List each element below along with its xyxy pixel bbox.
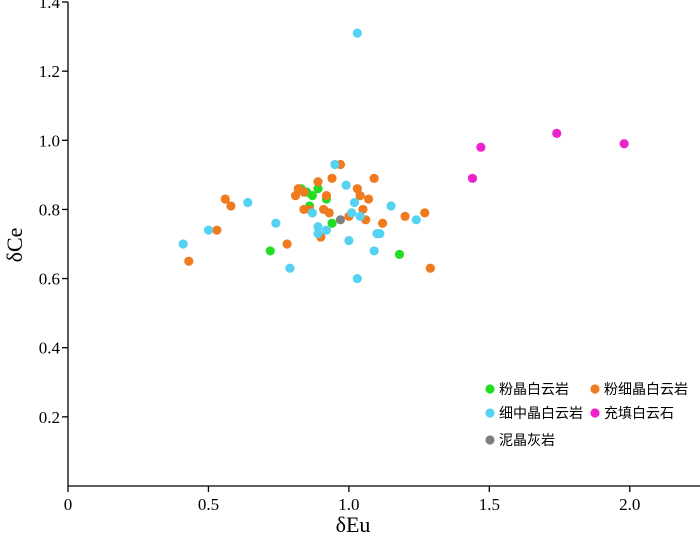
data-point [324, 208, 334, 218]
data-point [467, 173, 478, 183]
legend-marker [590, 408, 600, 418]
data-point [203, 225, 214, 235]
data-point [352, 273, 362, 284]
data-point [355, 191, 365, 201]
data-point [355, 211, 365, 221]
legend-label: 泥晶灰岩 [499, 433, 555, 449]
data-point [307, 208, 317, 218]
data-point [420, 208, 430, 218]
data-point [619, 139, 629, 149]
data-point [321, 225, 332, 235]
data-point [394, 249, 405, 259]
data-point [386, 201, 396, 211]
data-point [358, 204, 368, 215]
data-point [327, 218, 337, 228]
data-point [363, 194, 374, 204]
data-point [369, 246, 379, 256]
data-point [290, 191, 301, 201]
x-tick-label: 0.5 [198, 495, 219, 514]
y-tick-label: 0.6 [39, 270, 60, 289]
data-point [349, 197, 360, 208]
data-point [313, 184, 323, 194]
data-point [425, 263, 435, 273]
data-point [341, 180, 351, 190]
data-point [377, 218, 388, 228]
data-point [352, 184, 362, 194]
legend-marker [590, 384, 600, 394]
data-point [313, 177, 323, 187]
data-point [220, 194, 230, 204]
data-point [327, 173, 337, 183]
x-axis-label: δEu [336, 512, 371, 537]
data-point [313, 222, 323, 232]
data-point [375, 229, 385, 239]
data-point [212, 225, 222, 235]
data-point [226, 201, 236, 211]
data-point [347, 208, 357, 218]
data-point [313, 229, 323, 239]
x-tick-label: 1.0 [338, 495, 359, 514]
data-point [321, 191, 332, 201]
data-point [178, 239, 188, 249]
legend-label: 细中晶白云岩 [499, 406, 583, 422]
legend-marker [485, 408, 495, 418]
x-tick-label: 2.0 [619, 495, 640, 514]
y-tick-label: 1.4 [39, 0, 61, 12]
x-tick-label: 0 [64, 495, 73, 514]
y-tick-label: 1.2 [39, 62, 60, 81]
data-point [265, 246, 275, 256]
data-point [411, 215, 421, 225]
y-tick-label: 0.2 [39, 408, 60, 427]
data-point [299, 187, 309, 197]
data-point [369, 173, 379, 183]
data-point [352, 28, 362, 38]
legend-marker [485, 435, 495, 445]
data-point [271, 218, 281, 228]
legend-label: 粉晶白云岩 [499, 382, 569, 398]
y-tick-label: 0.4 [39, 339, 61, 358]
legend-marker [485, 384, 495, 394]
data-point [282, 239, 292, 249]
data-point [285, 263, 295, 273]
y-axis-label: δCe [2, 228, 27, 263]
data-point [307, 191, 317, 201]
data-point [400, 211, 410, 221]
data-point [552, 128, 562, 138]
y-tick-label: 1.0 [39, 131, 60, 150]
data-point [330, 159, 340, 170]
x-tick-label: 1.5 [479, 495, 500, 514]
y-tick-label: 0.8 [39, 200, 60, 219]
data-point [476, 142, 486, 152]
legend-label: 粉细晶白云岩 [604, 382, 688, 398]
data-point [344, 235, 354, 246]
legend-label: 充填白云石 [604, 406, 674, 422]
data-point [243, 197, 253, 208]
data-point [184, 256, 194, 266]
data-point [335, 215, 346, 225]
